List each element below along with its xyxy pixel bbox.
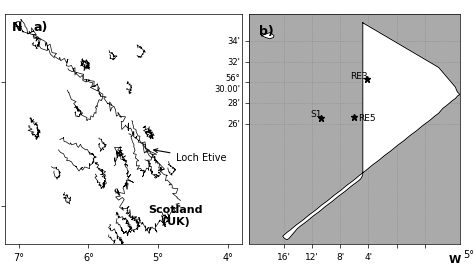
Text: a): a) <box>33 21 47 34</box>
Text: Loch Etive: Loch Etive <box>154 149 226 163</box>
Polygon shape <box>262 32 274 39</box>
Text: b): b) <box>259 25 274 38</box>
Text: RE5: RE5 <box>358 114 376 123</box>
Polygon shape <box>283 23 460 240</box>
Text: N: N <box>12 21 22 34</box>
Text: 5°: 5° <box>463 250 474 260</box>
Text: W: W <box>449 255 461 265</box>
Text: Scotland
(UK): Scotland (UK) <box>148 205 202 227</box>
Text: S1: S1 <box>310 110 321 119</box>
Text: RE3: RE3 <box>350 72 368 81</box>
